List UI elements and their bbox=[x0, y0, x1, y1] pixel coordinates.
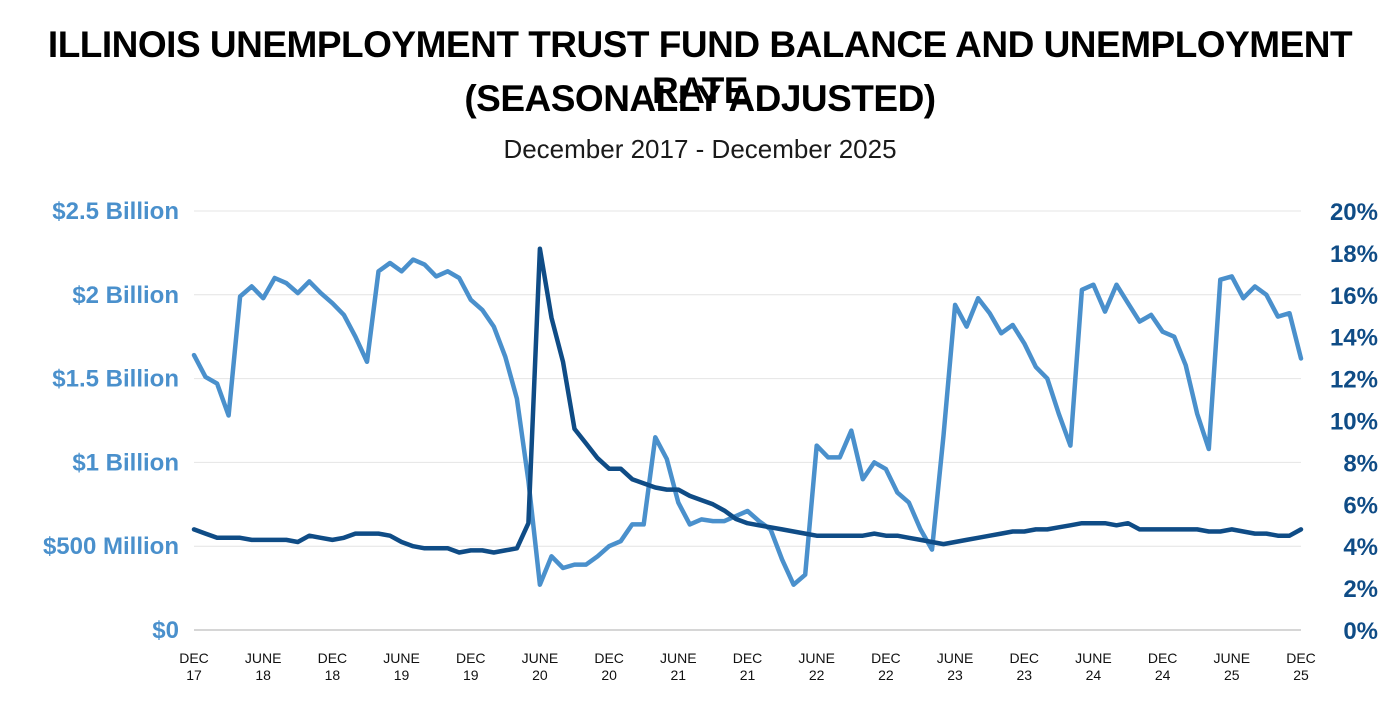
y-left-tick-label: $1.5 Billion bbox=[52, 366, 179, 393]
y-right-tick-label: 2% bbox=[1343, 576, 1378, 603]
y-right-tick-label: 16% bbox=[1330, 283, 1378, 310]
chart-title-line2: (SEASONALLY ADJUSTED) bbox=[464, 78, 936, 119]
x-tick-label-year: 24 bbox=[1086, 667, 1102, 683]
x-tick-label-year: 25 bbox=[1224, 667, 1240, 683]
y-right-tick-label: 14% bbox=[1330, 325, 1378, 352]
x-tick-label-month: JUNE bbox=[383, 650, 420, 666]
y-left-tick-label: $500 Million bbox=[43, 533, 179, 560]
x-tick-label-year: 22 bbox=[878, 667, 894, 683]
y-right-tick-label: 12% bbox=[1330, 367, 1378, 394]
x-tick-label-year: 20 bbox=[532, 667, 548, 683]
y-right-tick-label: 18% bbox=[1330, 241, 1378, 268]
x-tick-label-month: DEC bbox=[733, 650, 763, 666]
y-right-tick-label: 10% bbox=[1330, 409, 1378, 436]
left-axis-ticks: $0 $500 Million $1 Billion $1.5 Billion $2 B… bbox=[43, 198, 179, 644]
x-tick-label-year: 18 bbox=[255, 667, 271, 683]
x-tick-label-month: JUNE bbox=[522, 650, 559, 666]
y-left-tick-label: $1 Billion bbox=[72, 449, 179, 476]
y-left-tick-label: $2.5 Billion bbox=[52, 198, 179, 225]
x-tick-label-month: JUNE bbox=[660, 650, 697, 666]
x-tick-label-month: JUNE bbox=[1075, 650, 1112, 666]
x-tick-label-year: 21 bbox=[740, 667, 756, 683]
x-tick-label-year: 17 bbox=[186, 667, 202, 683]
x-tick-label-month: DEC bbox=[456, 650, 486, 666]
x-tick-label-month: DEC bbox=[1009, 650, 1039, 666]
x-tick-label-year: 19 bbox=[394, 667, 410, 683]
x-tick-label-month: DEC bbox=[871, 650, 901, 666]
x-axis-ticks: DEC17JUNE18DEC18JUNE19DEC19JUNE20DEC20JU… bbox=[179, 650, 1316, 683]
x-tick-label-year: 23 bbox=[947, 667, 963, 683]
x-tick-label-month: DEC bbox=[179, 650, 209, 666]
chart-title-line1: ILLINOIS UNEMPLOYMENT TRUST FUND BALANCE… bbox=[47, 24, 1353, 111]
x-tick-label-month: DEC bbox=[318, 650, 348, 666]
y-left-tick-label: $2 Billion bbox=[72, 282, 179, 309]
unemployment-rate-line bbox=[191, 246, 1304, 555]
trust-fund-balance-line bbox=[191, 257, 1304, 587]
x-tick-label-year: 25 bbox=[1293, 667, 1309, 683]
x-tick-label-year: 20 bbox=[601, 667, 617, 683]
y-left-tick-label: $0 bbox=[152, 617, 179, 644]
x-tick-label-month: JUNE bbox=[1214, 650, 1251, 666]
gridlines bbox=[194, 210, 1301, 631]
x-tick-label-year: 19 bbox=[463, 667, 479, 683]
x-tick-label-year: 24 bbox=[1155, 667, 1171, 683]
x-tick-label-year: 23 bbox=[1016, 667, 1032, 683]
y-right-tick-label: 0% bbox=[1343, 618, 1378, 645]
y-right-tick-label: 4% bbox=[1343, 534, 1378, 561]
x-tick-label-month: JUNE bbox=[245, 650, 282, 666]
x-tick-label-month: DEC bbox=[1148, 650, 1178, 666]
series-lines bbox=[191, 246, 1304, 587]
x-tick-label-year: 21 bbox=[671, 667, 687, 683]
chart-subtitle: December 2017 - December 2025 bbox=[503, 134, 897, 164]
y-right-tick-label: 8% bbox=[1343, 450, 1378, 477]
x-tick-label-month: DEC bbox=[1286, 650, 1316, 666]
y-right-tick-label: 20% bbox=[1330, 199, 1378, 226]
x-tick-label-month: JUNE bbox=[937, 650, 974, 666]
x-tick-label-month: DEC bbox=[594, 650, 624, 666]
x-tick-label-year: 18 bbox=[325, 667, 341, 683]
x-tick-label-year: 22 bbox=[809, 667, 825, 683]
x-tick-label-month: JUNE bbox=[798, 650, 835, 666]
right-axis-ticks: 0% 2% 4% 6% 8% 10% 12% 14% 16% 18% 20% bbox=[1330, 199, 1378, 645]
y-right-tick-label: 6% bbox=[1343, 492, 1378, 519]
